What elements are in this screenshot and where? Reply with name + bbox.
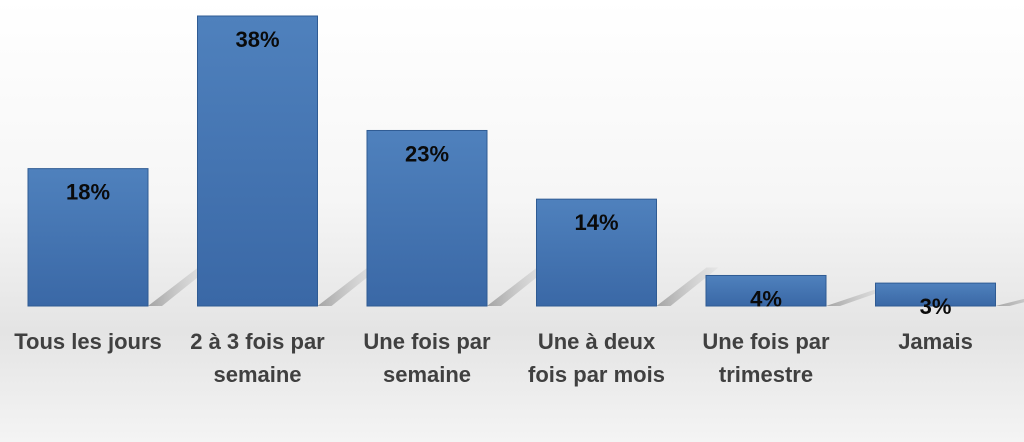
category-label-line: Tous les jours xyxy=(14,329,162,354)
value-label: 4% xyxy=(750,286,782,311)
value-label: 14% xyxy=(574,210,618,235)
value-labels: 18% 38% 23% 14% 4% 3% xyxy=(66,27,951,319)
category-label-line: Une fois par xyxy=(702,329,830,354)
bar-shadow xyxy=(487,267,549,306)
value-label: 18% xyxy=(66,180,110,205)
category-label: Une fois par semaine xyxy=(363,329,491,387)
bar-shadow xyxy=(148,267,210,306)
bar xyxy=(197,15,318,307)
bar-shadow xyxy=(656,267,719,306)
category-label-line: Jamais xyxy=(898,329,973,354)
category-label: Une à deux fois par mois xyxy=(528,329,665,387)
category-label: Tous les jours xyxy=(14,329,162,354)
value-label: 3% xyxy=(920,294,952,319)
category-label: 2 à 3 fois par semaine xyxy=(190,329,325,387)
bar xyxy=(705,274,827,307)
bars xyxy=(27,15,996,307)
category-label-line: semaine xyxy=(383,362,471,387)
bar-shadow xyxy=(317,267,380,306)
category-label-line: 2 à 3 fois par xyxy=(190,329,325,354)
bar xyxy=(366,129,488,307)
bar xyxy=(536,198,657,307)
category-label-line: semaine xyxy=(213,362,301,387)
category-label-line: Une fois par xyxy=(363,329,491,354)
category-label-line: trimestre xyxy=(719,362,813,387)
bar-shadow xyxy=(826,289,888,306)
bar xyxy=(27,168,149,307)
bar-shadows xyxy=(148,267,1024,306)
bar xyxy=(875,282,996,307)
value-label: 23% xyxy=(405,141,449,166)
category-label-line: Une à deux xyxy=(538,329,656,354)
category-label: Jamais xyxy=(898,329,973,354)
bar-shadow xyxy=(995,298,1024,306)
category-label: Une fois par trimestre xyxy=(702,329,830,387)
category-label-line: fois par mois xyxy=(528,362,665,387)
value-label: 38% xyxy=(235,27,279,52)
